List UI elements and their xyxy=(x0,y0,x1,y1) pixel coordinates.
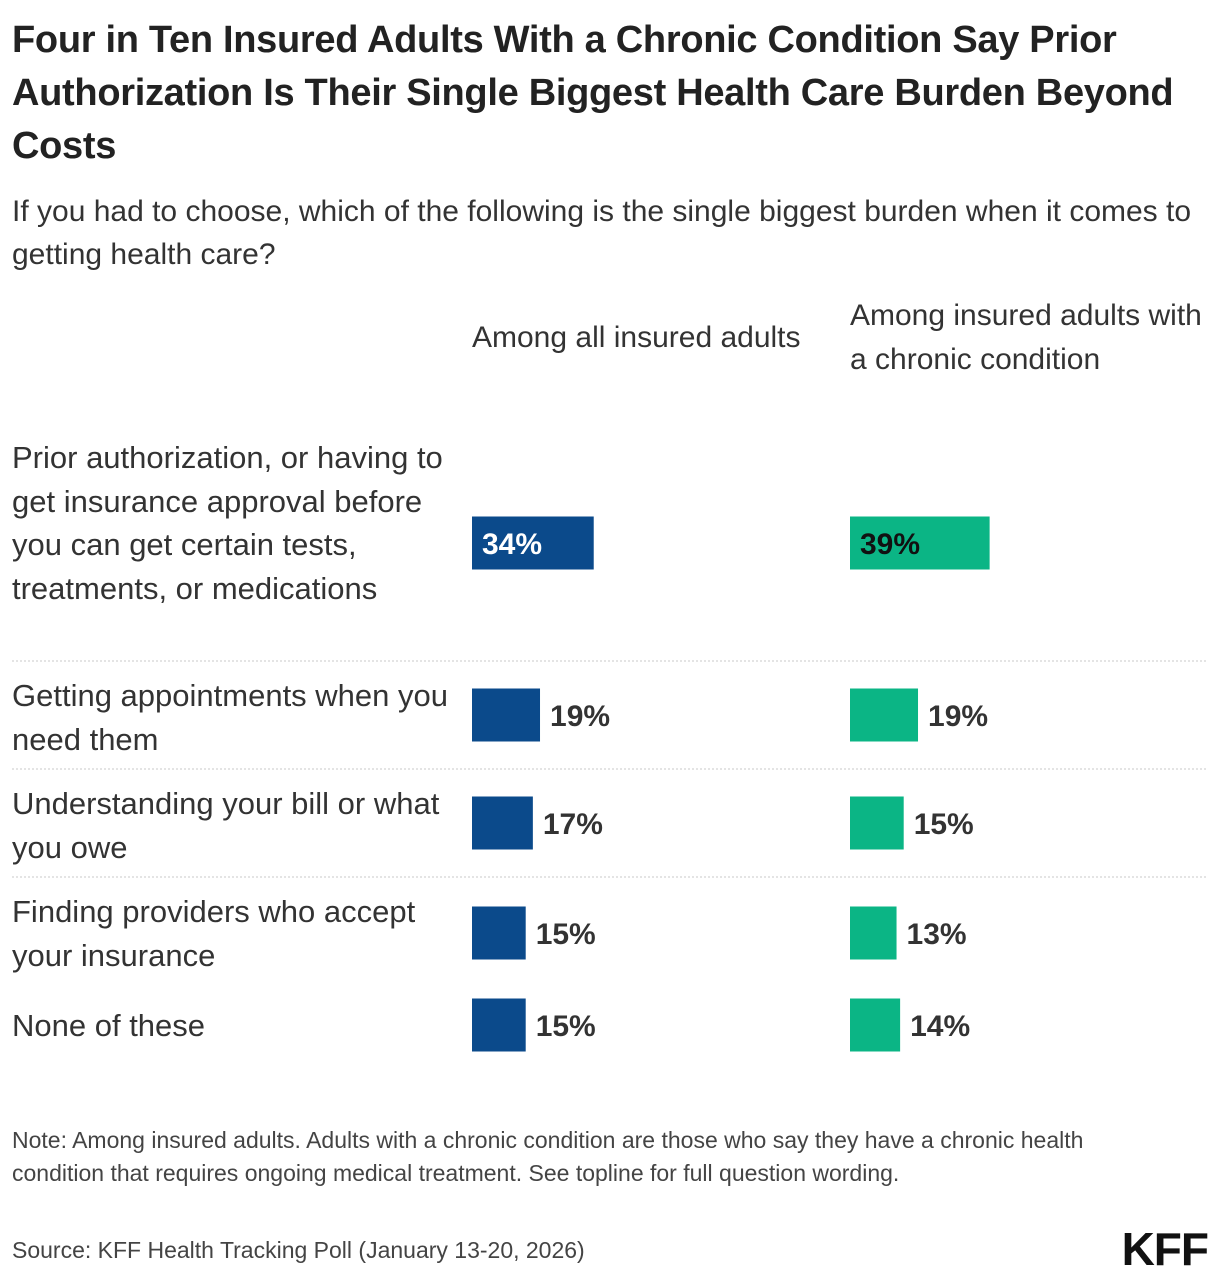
bar-value-label: 39% xyxy=(860,528,920,561)
bar-value-label: 34% xyxy=(482,528,542,561)
bar-value-label: 19% xyxy=(550,700,610,733)
bar-value-label: 15% xyxy=(536,918,596,951)
bar xyxy=(472,906,526,960)
bar-value-label: 15% xyxy=(914,808,974,841)
bar xyxy=(850,998,901,1052)
bar xyxy=(850,516,990,570)
bar xyxy=(472,998,526,1052)
bar xyxy=(850,906,897,960)
column-header-chronic-condition: Among insured adults with a chronic cond… xyxy=(850,299,1202,376)
bar-value-label: 17% xyxy=(543,808,603,841)
chart-subtitle: If you had to choose, which of the follo… xyxy=(12,195,1192,271)
bar-value-label: 15% xyxy=(536,1010,596,1043)
category-label: None of these xyxy=(12,1008,206,1043)
bar-value-label: 19% xyxy=(928,700,988,733)
bar-value-label: 13% xyxy=(907,918,967,951)
category-label: Getting appointments when you need them xyxy=(12,678,448,757)
bar-value-label: 14% xyxy=(910,1010,970,1043)
bar xyxy=(472,796,533,850)
chart-title: Four in Ten Insured Adults With a Chroni… xyxy=(12,19,1174,167)
chart-source: Source: KFF Health Tracking Poll (Januar… xyxy=(12,1237,585,1263)
category-label: Finding providers who accept your insura… xyxy=(12,894,416,973)
column-header-all-insured: Among all insured adults xyxy=(472,321,801,354)
bar xyxy=(472,516,594,570)
chart-note: Note: Among insured adults. Adults with … xyxy=(12,1127,1084,1186)
bar xyxy=(850,688,919,742)
category-label: Understanding your bill or what you owe xyxy=(12,786,440,865)
bar xyxy=(472,688,541,742)
category-label: Prior authorization, or having to get in… xyxy=(12,440,443,606)
bar xyxy=(850,796,904,850)
kff-logo: KFF xyxy=(1121,1223,1209,1275)
